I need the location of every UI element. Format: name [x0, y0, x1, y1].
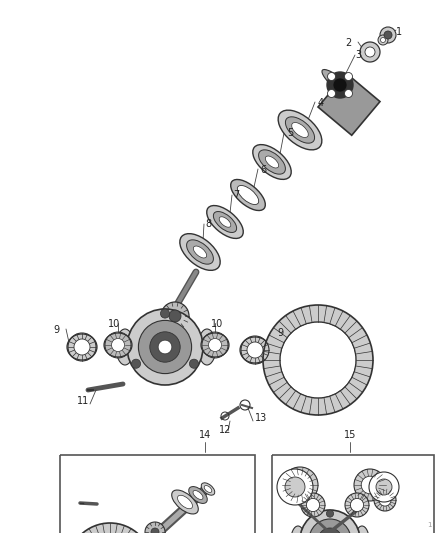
Text: 1: 1	[396, 27, 402, 37]
Ellipse shape	[207, 206, 243, 238]
Ellipse shape	[278, 110, 322, 150]
Ellipse shape	[265, 156, 279, 168]
Text: 10: 10	[108, 319, 120, 329]
Circle shape	[277, 469, 313, 505]
Ellipse shape	[292, 123, 308, 138]
Ellipse shape	[193, 246, 207, 258]
Circle shape	[290, 475, 310, 495]
Text: 7: 7	[233, 190, 239, 200]
Ellipse shape	[231, 180, 265, 211]
Circle shape	[208, 338, 222, 351]
Ellipse shape	[322, 69, 358, 101]
Circle shape	[365, 47, 375, 57]
Circle shape	[68, 523, 152, 533]
Circle shape	[138, 320, 191, 374]
Ellipse shape	[240, 337, 270, 363]
Circle shape	[151, 528, 159, 533]
Ellipse shape	[180, 233, 220, 270]
Circle shape	[309, 519, 351, 533]
Circle shape	[127, 309, 203, 385]
Text: 5: 5	[287, 128, 293, 138]
Ellipse shape	[213, 212, 237, 232]
Ellipse shape	[104, 333, 132, 357]
Ellipse shape	[201, 483, 215, 495]
Ellipse shape	[177, 495, 192, 508]
Circle shape	[384, 31, 392, 39]
Circle shape	[328, 72, 336, 80]
Ellipse shape	[355, 526, 369, 533]
Circle shape	[318, 528, 342, 533]
Circle shape	[158, 340, 172, 354]
Ellipse shape	[67, 334, 97, 360]
Circle shape	[360, 42, 380, 62]
Circle shape	[361, 476, 379, 494]
Circle shape	[285, 477, 305, 497]
Ellipse shape	[201, 333, 229, 357]
Bar	[318, 74, 380, 135]
Circle shape	[354, 469, 386, 501]
Circle shape	[263, 305, 373, 415]
Circle shape	[333, 78, 347, 92]
Ellipse shape	[237, 185, 259, 205]
Circle shape	[189, 359, 198, 368]
Circle shape	[160, 309, 170, 318]
Circle shape	[169, 310, 181, 322]
Circle shape	[369, 472, 399, 502]
Circle shape	[350, 498, 364, 512]
Text: 15: 15	[344, 430, 356, 440]
Circle shape	[282, 467, 318, 503]
Ellipse shape	[204, 486, 212, 492]
Ellipse shape	[286, 117, 314, 143]
Circle shape	[131, 359, 141, 368]
Circle shape	[300, 510, 360, 533]
Circle shape	[145, 522, 165, 533]
Circle shape	[327, 72, 353, 98]
Circle shape	[281, 323, 355, 397]
Circle shape	[344, 72, 353, 80]
Circle shape	[161, 302, 189, 330]
Circle shape	[307, 498, 320, 512]
Ellipse shape	[189, 487, 207, 504]
Circle shape	[328, 90, 336, 98]
Ellipse shape	[193, 490, 203, 499]
Ellipse shape	[172, 490, 198, 514]
Ellipse shape	[219, 217, 231, 227]
Ellipse shape	[291, 526, 305, 533]
Circle shape	[345, 493, 369, 517]
Circle shape	[74, 339, 90, 355]
Text: 4: 4	[318, 98, 324, 108]
Text: 1: 1	[427, 522, 432, 528]
Circle shape	[326, 510, 334, 517]
Circle shape	[381, 37, 385, 43]
Circle shape	[280, 322, 356, 398]
Text: 10: 10	[211, 319, 223, 329]
Circle shape	[379, 494, 391, 506]
Text: 8: 8	[205, 219, 211, 229]
Ellipse shape	[116, 329, 134, 365]
Text: 12: 12	[219, 425, 231, 435]
Text: 14: 14	[199, 430, 211, 440]
Text: 13: 13	[255, 413, 267, 423]
Circle shape	[344, 90, 353, 98]
Text: 11: 11	[77, 396, 89, 406]
Bar	[60, 455, 255, 533]
Text: 3: 3	[355, 50, 361, 60]
Text: 2: 2	[346, 38, 352, 48]
Circle shape	[301, 493, 325, 517]
Ellipse shape	[253, 144, 291, 180]
Text: 9: 9	[277, 328, 283, 338]
Bar	[272, 455, 434, 533]
Circle shape	[150, 332, 180, 362]
Circle shape	[380, 27, 396, 43]
Circle shape	[374, 489, 396, 511]
Circle shape	[247, 342, 263, 358]
Ellipse shape	[198, 329, 216, 365]
Circle shape	[376, 479, 392, 495]
Circle shape	[112, 338, 124, 351]
Circle shape	[378, 35, 388, 45]
Ellipse shape	[187, 240, 213, 264]
Text: 9: 9	[54, 325, 60, 335]
Text: 6: 6	[260, 165, 266, 175]
Ellipse shape	[258, 150, 286, 174]
